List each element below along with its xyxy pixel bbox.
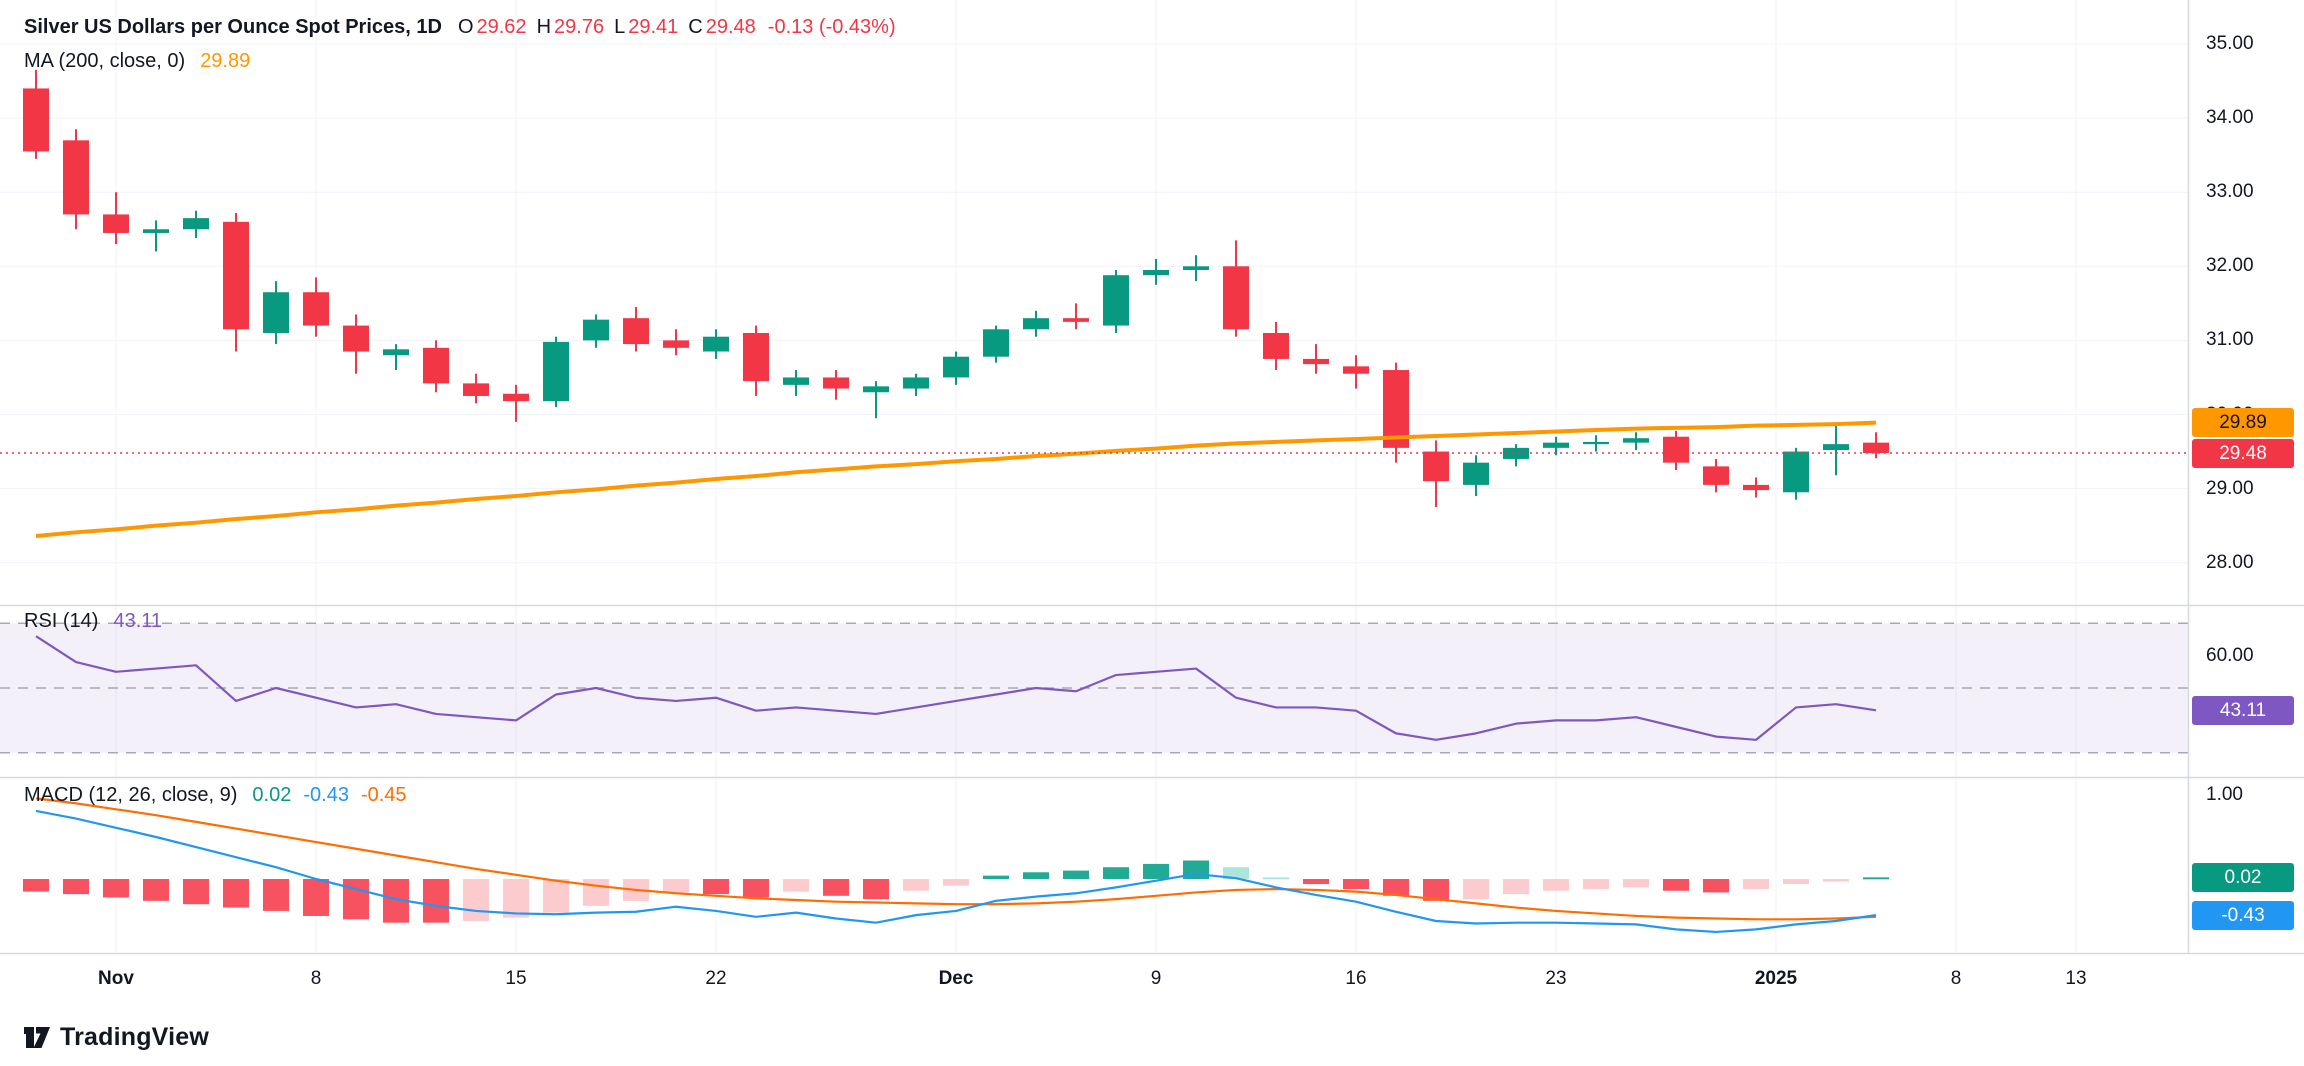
high-value: 29.76 — [554, 16, 605, 38]
time-axis-label: 9 — [1150, 968, 1162, 989]
rsi-label: RSI (14) — [24, 610, 99, 632]
macd-signal-value: -0.45 — [360, 784, 407, 806]
time-axis-label: Dec — [938, 968, 974, 989]
macd-histogram — [23, 860, 1889, 923]
price-axis-label: 29.00 — [2206, 477, 2254, 499]
close-label: C — [688, 16, 703, 38]
time-axis-label: 15 — [505, 968, 527, 989]
macd-hist-value: 0.02 — [252, 784, 292, 806]
macd-signal-line — [35, 797, 1877, 921]
ma-value: 29.89 — [200, 50, 251, 72]
tradingview-logo[interactable]: TradingView — [22, 1020, 209, 1054]
price-axis-label: 32.00 — [2206, 255, 2254, 277]
macd-label: MACD (12, 26, close, 9) — [24, 784, 238, 806]
ma-label: MA (200, close, 0) — [24, 50, 186, 72]
time-axis-label: 22 — [705, 968, 727, 989]
time-axis-label: 8 — [310, 968, 322, 989]
macd-line-value: -0.43 — [303, 784, 349, 806]
rsi-line — [35, 635, 1877, 741]
price-axis-label: 35.00 — [2206, 33, 2254, 54]
symbol-legend[interactable]: Silver US Dollars per Ounce Spot Prices,… — [24, 16, 896, 39]
rsi-value: 43.11 — [113, 610, 163, 632]
low-label: L — [614, 16, 626, 38]
time-axis-label: 13 — [2065, 968, 2087, 989]
pane-separators — [0, 0, 2304, 955]
time-axis-label: 2025 — [1754, 968, 1798, 989]
open-value: 29.62 — [476, 16, 527, 38]
grid — [0, 0, 2188, 954]
candlestick-series — [23, 69, 1889, 508]
tradingview-mark-icon — [24, 1027, 50, 1048]
change-value: -0.13 (-0.43%) — [767, 16, 896, 38]
macd-hist-badge: 0.02 — [2192, 863, 2294, 892]
rsi-value-badge: 43.11 — [2192, 696, 2294, 725]
price-axis-label: 1.00 — [2206, 784, 2243, 805]
price-axis-label: 60.00 — [2206, 644, 2254, 666]
time-axis-label: 8 — [1950, 968, 1962, 989]
close-value: 29.48 — [705, 16, 756, 38]
price-axis-label: 28.00 — [2206, 551, 2254, 573]
macd-line-badge: -0.43 — [2192, 901, 2294, 930]
time-axis-label: 23 — [1545, 968, 1567, 989]
tradingview-wordmark: TradingView — [60, 1022, 210, 1051]
price-axis-label: 34.00 — [2206, 107, 2254, 129]
macd-legend[interactable]: MACD (12, 26, close, 9) 0.02 -0.43 -0.45 — [24, 784, 407, 807]
ma-price-badge: 29.89 — [2192, 408, 2294, 437]
last-price-badge: 29.48 — [2192, 439, 2294, 468]
time-axis-label: Nov — [98, 968, 134, 989]
time-axis-label: 16 — [1345, 968, 1367, 989]
price-axis-label: 33.00 — [2206, 181, 2254, 203]
low-value: 29.41 — [628, 16, 679, 38]
ma200-line — [35, 420, 1877, 539]
open-label: O — [457, 16, 474, 38]
price-axis-label: 31.00 — [2206, 329, 2254, 351]
high-label: H — [536, 16, 552, 38]
macd-line — [35, 809, 1877, 934]
rsi-legend[interactable]: RSI (14) 43.11 — [24, 610, 162, 633]
symbol-title[interactable]: Silver US Dollars per Ounce Spot Prices,… — [24, 16, 442, 38]
ma-legend[interactable]: MA (200, close, 0) 29.89 — [24, 50, 250, 73]
rsi-band — [0, 622, 2188, 754]
